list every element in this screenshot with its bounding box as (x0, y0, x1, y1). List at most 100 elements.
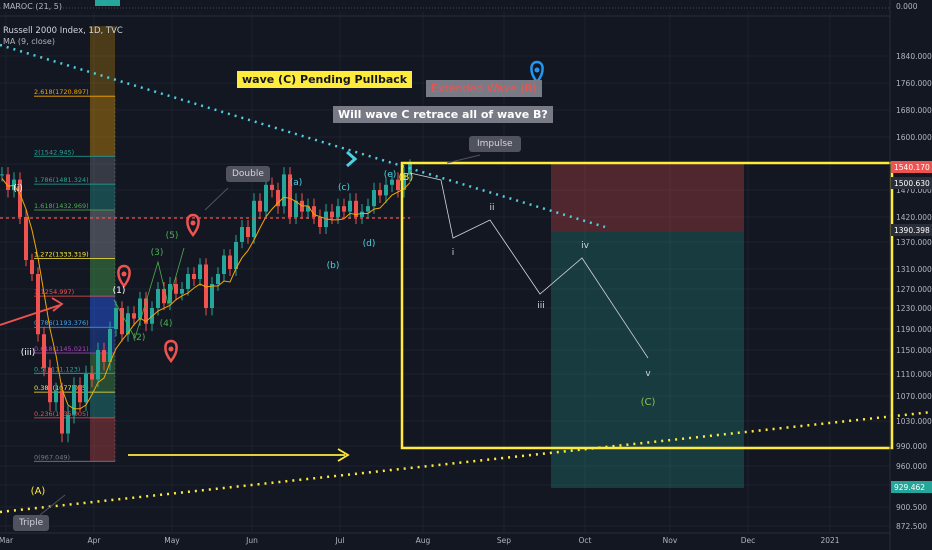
y-tick-label: 990.000 (896, 442, 927, 451)
triple-callout[interactable]: Triple (13, 515, 50, 531)
red-arrow[interactable] (0, 304, 61, 326)
fib-zone (90, 417, 115, 462)
candle-body (126, 313, 130, 335)
fib-level-label: 2.618(1720.897) (34, 88, 89, 96)
stop-zone[interactable] (551, 164, 744, 232)
pin-dot (168, 346, 174, 352)
candle-body (156, 289, 160, 308)
impulse-callout[interactable]: Impulse (469, 136, 521, 152)
triple-pointer (39, 494, 66, 516)
target-frame[interactable] (400, 161, 894, 450)
y-tick-label: 960.000 (896, 462, 927, 471)
candle-body (108, 329, 112, 362)
fib-zone (90, 96, 115, 157)
candle-body (84, 374, 88, 403)
candle-body (132, 313, 136, 319)
wave-label-1: (1) (113, 286, 126, 296)
projection-label-i: i (452, 248, 455, 258)
fib-zone (90, 156, 115, 185)
indicator-bar (95, 0, 120, 6)
chevron-right-icon (346, 150, 358, 168)
y-tick-label: 1190.000 (896, 325, 932, 334)
drawing-shapes[interactable] (551, 164, 744, 488)
candle-body (396, 179, 400, 190)
candle-body (342, 206, 346, 212)
impulse-pointer (446, 154, 481, 164)
target-zone[interactable] (551, 232, 744, 488)
candle-body (294, 200, 298, 217)
price-label-box (891, 481, 932, 493)
location-pin-icon[interactable] (117, 264, 131, 289)
wave-label-b: (b) (327, 261, 340, 271)
fib-zone (90, 209, 115, 259)
candle-body (102, 350, 106, 362)
location-pin-icon[interactable] (186, 213, 200, 238)
fib-zone (90, 296, 115, 328)
fib-zone (90, 184, 115, 210)
x-tick-label: Oct (579, 536, 592, 545)
candle-body (216, 274, 220, 284)
wave-projection-path[interactable] (409, 172, 649, 359)
y-tick-label: 1030.000 (896, 417, 932, 426)
fib-level-label: 0.786(1193.376) (34, 319, 89, 327)
double-pointer (204, 187, 229, 211)
candle-body (12, 179, 16, 190)
wave-c-pending-label[interactable]: wave (C) Pending Pullback (237, 71, 413, 88)
candle-body (198, 264, 202, 279)
candle-body (24, 217, 28, 260)
descending-trendline[interactable] (0, 43, 606, 229)
candle-body (276, 190, 280, 207)
will-wave-c-label[interactable]: Will wave C retrace all of wave B? (333, 106, 553, 123)
x-tick-label: Aug (416, 536, 431, 545)
candle-body (288, 174, 292, 217)
y-tick-label: 1680.000 (896, 106, 932, 115)
location-pin-icon[interactable] (164, 339, 178, 364)
candle-body (222, 255, 226, 274)
x-tick-label: Nov (663, 536, 678, 545)
candle-body (360, 211, 364, 217)
price-label-text: 1390.398 (894, 226, 930, 235)
pin-dot (534, 67, 540, 73)
double-callout[interactable]: Double (226, 166, 270, 182)
extended-wave-b-label[interactable]: Extended Wave (B) (426, 80, 542, 97)
x-tick-label: May (164, 536, 180, 545)
candle-body (204, 264, 208, 308)
candle-body (234, 242, 238, 269)
wave-label-5: (5) (166, 231, 179, 241)
candle-body (114, 308, 118, 329)
red-arrow-head (51, 297, 64, 312)
symbol-title: Russell 2000 Index, 1D, TVC (3, 26, 123, 36)
fib-level-label: 1.618(1432.969) (34, 202, 89, 210)
y-tick-label: 900.500 (896, 503, 927, 512)
projection-label-iv: iv (581, 241, 590, 251)
x-tick-label: Dec (741, 536, 756, 545)
candle-body (246, 227, 250, 237)
price-label-text: 1540.170 (894, 163, 930, 172)
candle-body (378, 190, 382, 196)
y-tick-label: 1420.000 (896, 213, 932, 222)
price-label-box (891, 177, 932, 189)
candle-body (258, 200, 262, 212)
candle-body (138, 298, 142, 319)
wave-label-iii-left: (iii) (21, 348, 36, 358)
y-tick-label: 1600.000 (896, 133, 932, 142)
candle-body (66, 414, 70, 434)
candle-body (384, 184, 388, 196)
projection-label-v: v (645, 369, 651, 379)
candle-body (306, 206, 310, 212)
grid (0, 12, 890, 532)
price-label-text: 1500.630 (894, 179, 930, 188)
fib-level-label: 1.786(1481.324) (34, 176, 89, 184)
candle-body (228, 255, 232, 269)
y-tick-label: 1270.000 (896, 285, 932, 294)
x-tick-label: Mar (0, 536, 14, 545)
fib-level-label: 0.5(1111.123) (34, 365, 80, 373)
wave-label-e: (e) (384, 170, 397, 180)
candle-body (252, 200, 256, 237)
location-pin-icon[interactable] (530, 60, 544, 85)
price-label-box (891, 161, 932, 173)
candle-body (60, 390, 64, 434)
y-tick-label: 1840.000 (896, 52, 932, 61)
wave-label-A: (A) (31, 486, 46, 497)
overlay-drawings[interactable] (0, 43, 932, 516)
